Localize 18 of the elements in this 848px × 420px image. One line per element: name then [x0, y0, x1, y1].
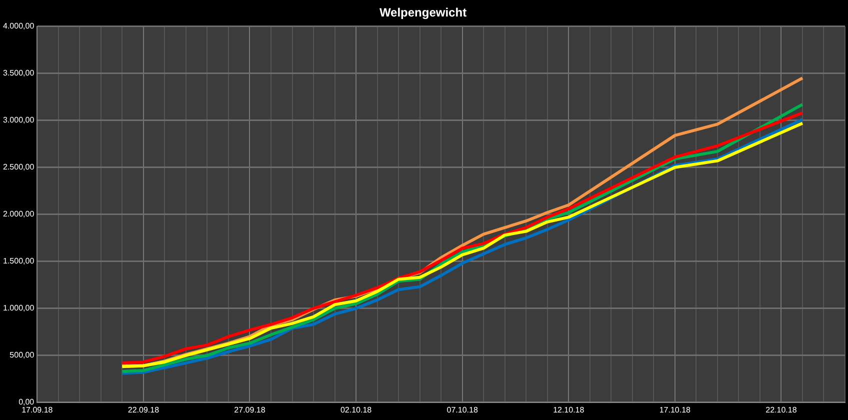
x-tick-label: 27.09.18 [234, 405, 266, 414]
y-tick-label: 4.000,00 [3, 22, 35, 31]
y-tick-label: 1.500,00 [3, 256, 35, 266]
x-tick-label: 07.10.18 [446, 405, 478, 414]
chart-title: Welpengewicht [379, 6, 467, 20]
y-tick-label: 3.500,00 [3, 68, 35, 78]
y-tick-label: 2.500,00 [3, 162, 35, 172]
x-tick-label: 22.10.18 [766, 405, 798, 414]
y-tick-label: 0,00 [18, 398, 35, 407]
y-tick-label: 3.000,00 [3, 116, 35, 125]
x-tick-label: 12.10.18 [553, 405, 585, 414]
y-tick-label: 1.000,00 [3, 304, 35, 313]
y-tick-label: 2.000,00 [3, 210, 35, 219]
x-tick-label: 17.09.18 [22, 405, 54, 414]
x-tick-label: 02.10.18 [340, 405, 372, 414]
x-tick-label: 22.09.18 [128, 405, 160, 414]
y-tick-label: 500,00 [10, 350, 35, 360]
x-tick-label: 17.10.18 [659, 405, 692, 414]
